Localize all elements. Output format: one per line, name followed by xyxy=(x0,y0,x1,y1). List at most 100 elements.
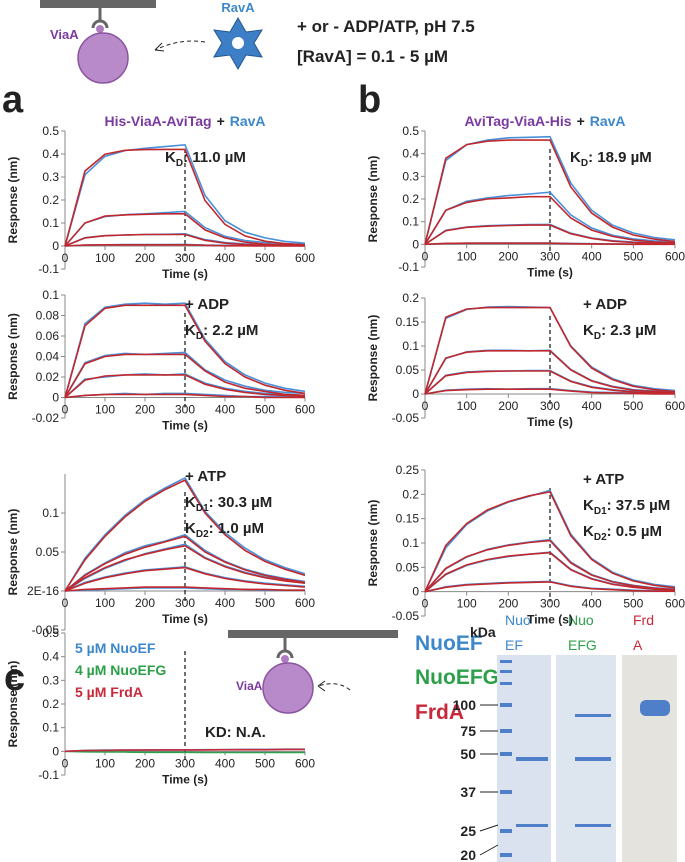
x-tick-label: 600 xyxy=(295,596,315,610)
annotation-text: : 2.2 µM xyxy=(203,322,258,339)
annotation-text: : 37.5 µM xyxy=(607,497,671,514)
annotation-text: + ATP xyxy=(185,468,226,485)
x-axis-label: Time (s) xyxy=(162,612,208,626)
x-tick-label: 200 xyxy=(135,403,155,417)
title-part: His-ViaA-AviTag xyxy=(104,113,211,129)
series-line xyxy=(64,148,306,247)
x-tick-label: 0 xyxy=(422,399,429,413)
y-tick-label: 0.25 xyxy=(396,463,420,477)
lane-label: Nuo xyxy=(568,612,594,628)
x-tick-label: 0 xyxy=(62,596,69,610)
x-axis-label: Time (s) xyxy=(162,419,208,433)
title-part: RavA xyxy=(230,113,266,129)
annotation-text: : 0.5 µM xyxy=(607,523,662,540)
x-tick-label: 600 xyxy=(295,756,315,770)
y-axis-label: Response (nm) xyxy=(366,156,380,243)
y-axis-label: Response (nm) xyxy=(6,509,20,596)
annotation: + ADP xyxy=(583,296,627,313)
series-line xyxy=(64,479,306,592)
marker-label: 37 xyxy=(460,784,476,800)
y-tick-label: 0.1 xyxy=(402,215,419,229)
annotation-text: + ADP xyxy=(583,296,627,313)
viaa-label: ViaA xyxy=(236,679,263,693)
series-line xyxy=(64,586,305,592)
rava-pore xyxy=(232,37,244,49)
annotation-text: K xyxy=(165,149,176,166)
series-line xyxy=(64,544,306,592)
annotation-text: : 1.0 µM xyxy=(209,520,264,537)
y-tick-label: 0.15 xyxy=(396,512,420,526)
x-axis-label: Time (s) xyxy=(162,267,208,281)
x-tick-label: 0 xyxy=(422,249,429,263)
x-tick-label: 200 xyxy=(498,399,518,413)
x-tick-label: 200 xyxy=(498,249,518,263)
annotation: + ADP xyxy=(185,296,229,313)
annotation: KD: 2.3 µM xyxy=(583,322,656,342)
series-line xyxy=(424,139,676,245)
annotation-subscript: D2 xyxy=(196,529,209,540)
legend-entry: 5 µM FrdA xyxy=(75,684,143,700)
linker-cap xyxy=(91,19,109,29)
title-part: RavA xyxy=(590,113,626,129)
y-tick-label: 0.04 xyxy=(36,350,60,364)
x-tick-label: 0 xyxy=(62,756,69,770)
y-tick-label: 0.3 xyxy=(42,673,59,687)
y-tick-label: -0.1 xyxy=(398,260,419,274)
annotation-text: : 18.9 µM xyxy=(588,149,652,166)
x-tick-label: 0 xyxy=(62,403,69,417)
annotation-text: : 11.0 µM xyxy=(183,149,246,166)
y-tick-label: 0.2 xyxy=(402,291,419,305)
x-tick-label: 300 xyxy=(540,399,560,413)
y-tick-label: -0.05 xyxy=(392,411,420,425)
y-tick-label: 0 xyxy=(412,387,419,401)
arrow-head xyxy=(154,42,165,52)
x-tick-label: 100 xyxy=(457,597,477,611)
y-tick-label: 0 xyxy=(412,585,419,599)
annotation-text: K xyxy=(185,322,196,339)
x-tick-label: 100 xyxy=(457,249,477,263)
y-tick-label: 0.05 xyxy=(396,560,420,574)
x-tick-label: 400 xyxy=(215,251,235,265)
series-line xyxy=(424,581,675,593)
gel-unit: kDa xyxy=(470,624,496,640)
y-axis-label: Response (nm) xyxy=(366,500,380,587)
y-tick-label: 0.15 xyxy=(396,315,420,329)
chart-title: AviTag-ViaA-His + RavA xyxy=(464,113,625,129)
series-line xyxy=(424,539,676,593)
series-line xyxy=(424,551,676,593)
x-tick-label: 100 xyxy=(457,399,477,413)
x-tick-label: 400 xyxy=(582,399,602,413)
panel-label: c xyxy=(4,657,25,699)
y-tick-label: 0.1 xyxy=(402,339,419,353)
lane-label: EFG xyxy=(568,637,597,653)
annotation-text: K xyxy=(583,322,594,339)
y-tick-label: -0.05 xyxy=(392,609,420,623)
annotation: KD2: 0.5 µM xyxy=(583,523,662,543)
series-line xyxy=(424,491,676,593)
annotation-text: + ATP xyxy=(583,471,624,488)
chart-title: His-ViaA-AviTag + RavA xyxy=(104,113,265,129)
x-tick-label: 600 xyxy=(665,399,685,413)
series-line xyxy=(424,388,675,395)
sensor-surface xyxy=(40,0,156,8)
x-tick-label: 500 xyxy=(255,756,275,770)
series-line xyxy=(424,224,676,245)
series-line xyxy=(64,535,306,592)
y-tick-label: 0.2 xyxy=(402,192,419,206)
y-tick-label: 0 xyxy=(52,391,59,405)
series-line xyxy=(64,302,306,398)
x-tick-label: 100 xyxy=(95,403,115,417)
concentration: [RavA] = 0.1 - 5 µM xyxy=(297,47,448,66)
marker-label: 75 xyxy=(460,723,476,739)
x-tick-label: 300 xyxy=(540,597,560,611)
annotation-text: K xyxy=(185,520,196,537)
y-tick-label: 0 xyxy=(412,237,419,251)
annotation-subscript: D1 xyxy=(196,503,209,514)
marker-pointer xyxy=(479,844,499,856)
annotation-text: K xyxy=(185,494,196,511)
annotation-subscript: D xyxy=(581,158,588,169)
annotation-subscript: D xyxy=(594,331,601,342)
lane-label: A xyxy=(633,637,643,653)
linker-cap xyxy=(276,649,294,659)
marker-pointer xyxy=(479,824,499,832)
